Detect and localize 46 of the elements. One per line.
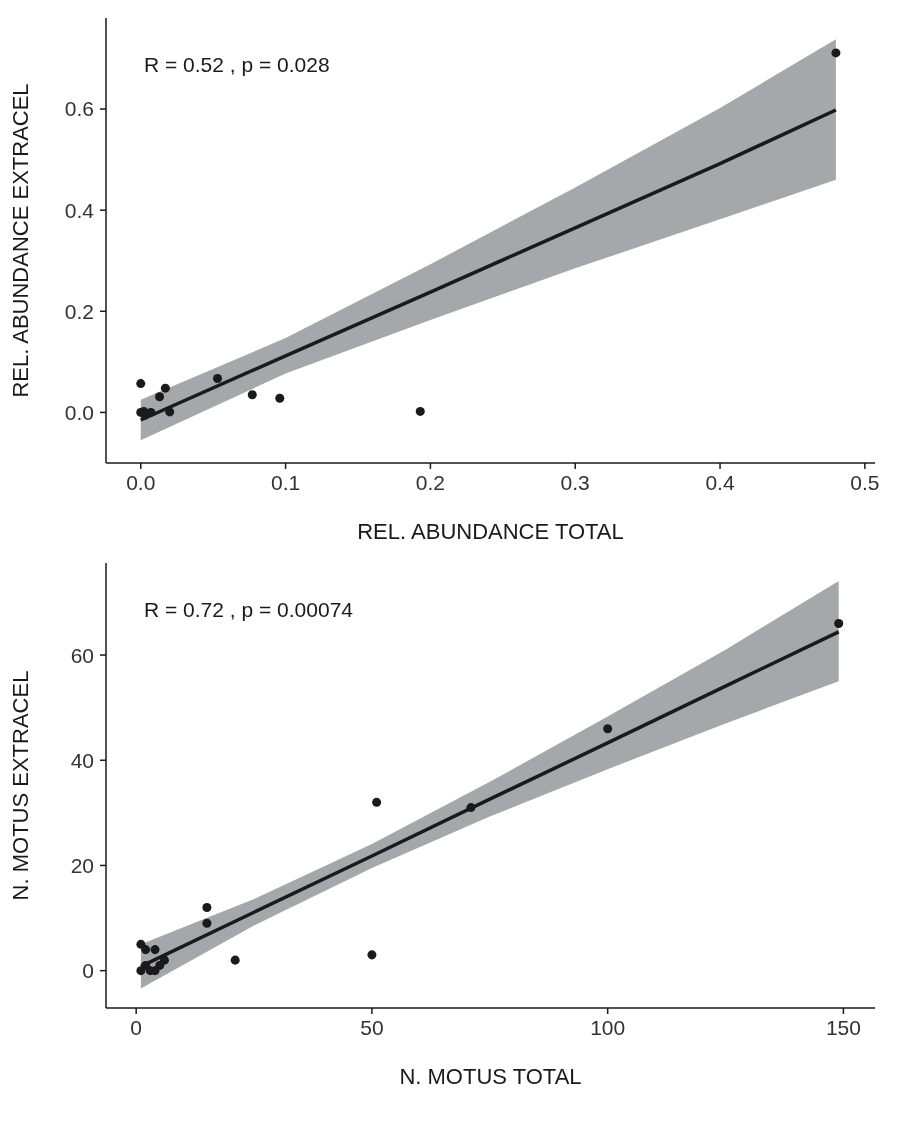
x-tick-label: 0.0: [126, 470, 156, 494]
point: [367, 950, 377, 960]
x-tick-label: 0: [130, 1015, 143, 1039]
point: [202, 918, 212, 928]
point: [141, 945, 151, 955]
y-tick-label: 0.0: [64, 400, 94, 424]
x-tick-label: 100: [590, 1015, 626, 1039]
point: [466, 803, 476, 813]
point: [247, 390, 257, 400]
annotation: R = 0.72 , p = 0.00074: [144, 598, 353, 622]
point: [136, 379, 146, 389]
point: [155, 960, 165, 970]
y-tick-label: 20: [70, 853, 94, 877]
point: [275, 393, 285, 403]
point: [415, 406, 425, 416]
point: [155, 392, 165, 402]
y-tick-label: 0.6: [64, 97, 94, 121]
x-tick-label: 0.5: [850, 470, 880, 494]
x-tick-label: 0.2: [415, 470, 445, 494]
y-tick-label: 60: [70, 643, 94, 667]
point: [230, 955, 240, 965]
point: [202, 903, 212, 913]
line-series: [139, 108, 838, 422]
point: [159, 955, 169, 965]
x-tick-label: 0.1: [270, 470, 301, 494]
point: [160, 383, 170, 393]
x-axis-title: REL. ABUNDANCE TOTAL: [357, 519, 624, 544]
point: [150, 945, 160, 955]
point: [831, 48, 841, 58]
x-tick-label: 0.3: [560, 470, 590, 494]
x-tick-label: 0.4: [705, 470, 735, 494]
x-tick-label: 150: [825, 1015, 861, 1039]
point: [165, 407, 175, 417]
y-tick-label: 0.4: [64, 198, 95, 222]
y-tick-label: 0.2: [64, 299, 94, 323]
y-axis-title: N. MOTUS EXTRACEL: [7, 670, 33, 901]
point: [603, 724, 613, 734]
y-tick-label: 40: [70, 748, 94, 772]
annotation: R = 0.52 , p = 0.028: [144, 53, 330, 77]
y-tick-label: 0: [82, 959, 94, 983]
point: [372, 797, 382, 807]
point: [213, 374, 223, 384]
x-tick-label: 50: [360, 1015, 384, 1039]
x-axis-title: N. MOTUS TOTAL: [399, 1064, 582, 1089]
point: [834, 618, 844, 628]
y-axis-title: REL. ABUNDANCE EXTRACEL: [7, 83, 33, 398]
